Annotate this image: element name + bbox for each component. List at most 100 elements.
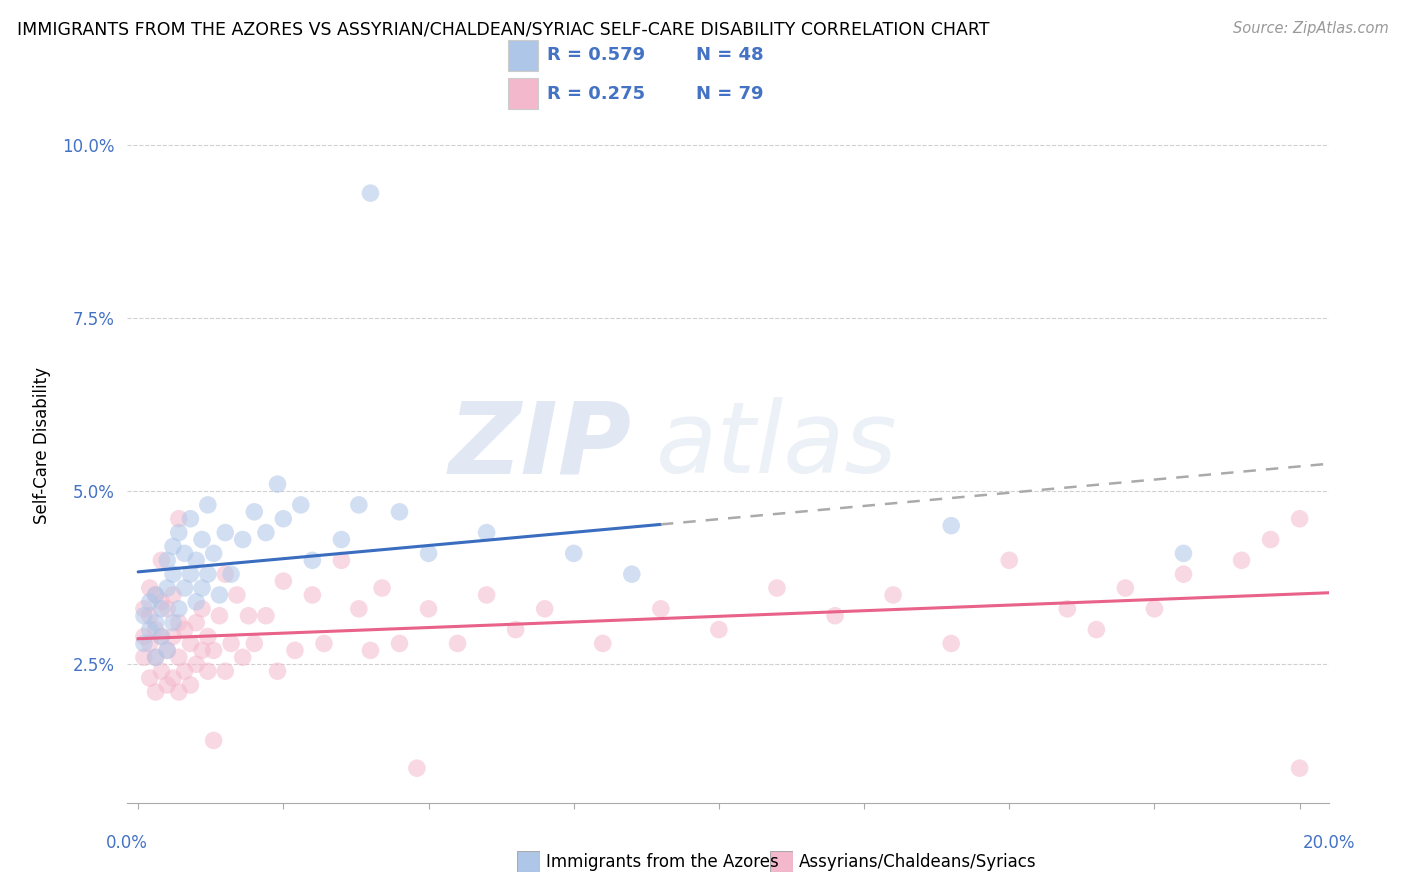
Point xyxy=(167,602,190,616)
Point xyxy=(191,581,214,595)
Point xyxy=(167,525,190,540)
Text: 0.0%: 0.0% xyxy=(105,834,148,852)
Point xyxy=(132,602,155,616)
Point xyxy=(145,685,167,699)
Text: 20.0%: 20.0% xyxy=(1302,834,1355,852)
Point xyxy=(266,477,288,491)
Point xyxy=(162,671,184,685)
Point xyxy=(132,630,155,644)
Point xyxy=(186,615,208,630)
Point xyxy=(592,636,614,650)
Point xyxy=(132,650,155,665)
Point xyxy=(301,553,323,567)
Text: Immigrants from the Azores: Immigrants from the Azores xyxy=(546,853,779,871)
Point xyxy=(139,595,162,609)
Point xyxy=(162,567,184,582)
Point xyxy=(139,581,162,595)
Point xyxy=(202,733,225,747)
Point xyxy=(418,602,440,616)
Point xyxy=(330,533,353,547)
Point xyxy=(1173,546,1195,560)
Point xyxy=(156,643,179,657)
Point xyxy=(197,567,219,582)
Point xyxy=(1056,602,1078,616)
Point xyxy=(273,574,295,588)
Point xyxy=(219,636,242,650)
Point xyxy=(941,636,963,650)
Point xyxy=(290,498,312,512)
Point xyxy=(208,588,231,602)
Point xyxy=(202,546,225,560)
Point xyxy=(254,525,277,540)
Point xyxy=(1288,761,1310,775)
Point xyxy=(139,671,162,685)
Point xyxy=(156,553,179,567)
Point xyxy=(162,588,184,602)
Point xyxy=(156,581,179,595)
Point xyxy=(167,615,190,630)
Point xyxy=(179,678,201,692)
Point xyxy=(998,553,1021,567)
Point xyxy=(139,623,162,637)
Point xyxy=(620,567,643,582)
Point xyxy=(238,608,260,623)
Point xyxy=(243,636,266,650)
Point xyxy=(145,650,167,665)
Point xyxy=(167,650,190,665)
Point xyxy=(173,546,195,560)
Point xyxy=(186,553,208,567)
Point xyxy=(167,512,190,526)
Point xyxy=(197,498,219,512)
Text: Source: ZipAtlas.com: Source: ZipAtlas.com xyxy=(1233,21,1389,36)
Point xyxy=(330,553,353,567)
Point xyxy=(179,636,201,650)
Point xyxy=(179,567,201,582)
Point xyxy=(208,608,231,623)
Point xyxy=(139,608,162,623)
Point xyxy=(406,761,429,775)
Point xyxy=(1260,533,1282,547)
Point xyxy=(145,588,167,602)
Point xyxy=(173,623,195,637)
Point xyxy=(173,664,195,678)
Point xyxy=(167,685,190,699)
Point xyxy=(186,657,208,672)
Point xyxy=(225,588,247,602)
Point xyxy=(150,630,173,644)
Point xyxy=(156,602,179,616)
Point xyxy=(312,636,335,650)
Point xyxy=(156,678,179,692)
Point xyxy=(359,186,381,201)
Point xyxy=(202,643,225,657)
Text: Assyrians/Chaldeans/Syriacs: Assyrians/Chaldeans/Syriacs xyxy=(799,853,1036,871)
Point xyxy=(824,608,846,623)
Point xyxy=(941,518,963,533)
Text: R = 0.275: R = 0.275 xyxy=(547,85,645,103)
Point xyxy=(179,512,201,526)
Point xyxy=(214,664,236,678)
Point xyxy=(1288,512,1310,526)
Point xyxy=(232,533,254,547)
Bar xyxy=(508,78,538,109)
Point xyxy=(371,581,394,595)
Bar xyxy=(508,40,538,71)
Point xyxy=(475,588,498,602)
Point xyxy=(446,636,468,650)
Point xyxy=(388,505,411,519)
Point xyxy=(359,643,381,657)
Point xyxy=(1143,602,1166,616)
Point xyxy=(145,588,167,602)
Point xyxy=(214,567,236,582)
Point xyxy=(882,588,904,602)
Point xyxy=(533,602,555,616)
Point xyxy=(162,540,184,554)
Point xyxy=(156,643,179,657)
Point xyxy=(505,623,527,637)
Point xyxy=(214,525,236,540)
Point xyxy=(162,630,184,644)
Point xyxy=(347,498,370,512)
Point xyxy=(150,664,173,678)
Point xyxy=(562,546,585,560)
Point xyxy=(347,602,370,616)
Text: atlas: atlas xyxy=(655,398,897,494)
